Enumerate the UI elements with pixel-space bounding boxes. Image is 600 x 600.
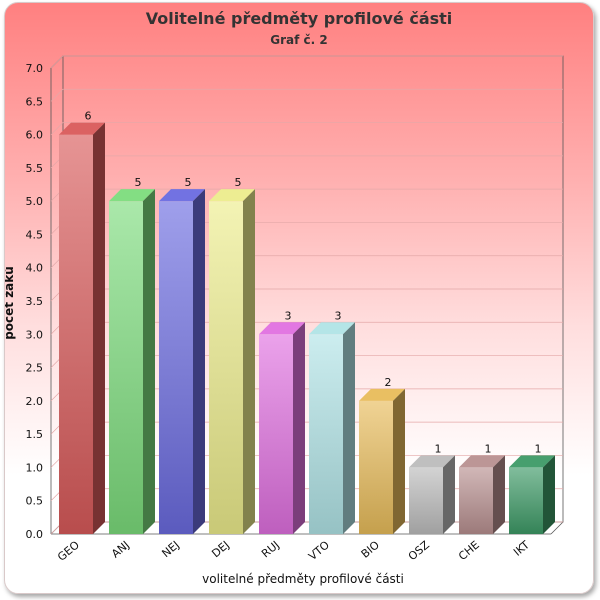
bars: 6 5 5 5 3 3 2 1 1 1: [59, 110, 555, 535]
bar-top: [209, 189, 255, 202]
y-tick-label: 3.5: [26, 295, 44, 308]
bar-side: [543, 455, 555, 534]
bar-top: [59, 122, 105, 135]
data-label: 6: [85, 110, 92, 123]
chart-title: Volitelné předměty profilové části: [146, 9, 453, 28]
x-tick-label: IKT: [511, 538, 532, 559]
y-tick-label: 2.5: [26, 362, 44, 375]
data-label: 5: [235, 176, 242, 189]
bar-side: [293, 322, 305, 534]
y-tick-label: 4.5: [26, 228, 44, 241]
bar-top: [259, 322, 305, 335]
y-tick-label: 6.0: [26, 129, 44, 142]
bar-chart: Volitelné předměty profilové části Graf …: [5, 9, 564, 586]
bar-front: [209, 201, 243, 534]
bar-front: [309, 334, 343, 534]
bar-vto: 3: [309, 309, 355, 534]
bar-che: 1: [459, 442, 505, 534]
data-label: 2: [385, 376, 392, 389]
x-tick-label: VTO: [306, 538, 332, 563]
y-tick-label: 0.0: [26, 528, 44, 541]
y-tick-label: 5.5: [26, 162, 44, 175]
bar-side: [343, 322, 355, 534]
bar-side: [243, 189, 255, 534]
bar-anj: 5: [109, 176, 155, 534]
bar-front: [359, 400, 393, 534]
data-label: 1: [485, 442, 492, 455]
y-tick-label: 6.5: [26, 95, 44, 108]
x-tick-label: CHE: [456, 538, 482, 563]
y-axis-title: počet žáků: [5, 266, 16, 340]
bar-front: [459, 467, 493, 534]
bar-front: [59, 134, 93, 535]
gridline: [50, 122, 563, 135]
x-tick-label: DEJ: [209, 538, 232, 560]
bar-dej: 5: [209, 176, 255, 534]
data-label: 5: [135, 176, 142, 189]
bar-front: [509, 467, 543, 534]
x-tick-label: OSZ: [406, 538, 432, 563]
y-tick-label: 2.0: [26, 395, 44, 408]
bar-side: [443, 455, 455, 534]
y-tick-label: 3.0: [26, 328, 44, 341]
bar-side: [393, 388, 405, 534]
x-tick-label: RUJ: [259, 538, 282, 560]
bar-top: [159, 189, 205, 202]
x-tick-label: GEO: [55, 538, 82, 564]
bar-top: [309, 322, 355, 335]
bar-side: [193, 189, 205, 534]
data-label: 1: [435, 442, 442, 455]
bar-top: [459, 455, 505, 468]
bar-ruj: 3: [259, 309, 305, 534]
x-tick-label: ANJ: [109, 538, 132, 560]
bar-side: [143, 189, 155, 534]
data-label: 1: [535, 442, 542, 455]
bar-front: [259, 334, 293, 534]
y-tick-label: 5.0: [26, 195, 44, 208]
chart-subtitle: Graf č. 2: [270, 33, 327, 47]
y-tick-label: 1.5: [26, 428, 44, 441]
x-tick-label: BIO: [359, 538, 383, 561]
data-label: 3: [285, 309, 292, 322]
x-tick-label: NEJ: [159, 538, 181, 560]
bar-side: [93, 122, 105, 535]
x-axis-categories: GEO ANJ NEJ DEJ RUJ VTO BIO OSZ CHE IKT: [55, 538, 532, 564]
bar-top: [509, 455, 555, 468]
bar-top: [109, 189, 155, 202]
bar-top: [359, 388, 405, 401]
x-axis-title: volitelné předměty profilové části: [202, 572, 404, 586]
y-tick-label: 1.0: [26, 461, 44, 474]
bar-geo: 6: [59, 110, 105, 535]
y-tick-label: 7.0: [26, 62, 44, 75]
bar-front: [159, 201, 193, 534]
gridline: [50, 88, 563, 102]
gridline: [50, 155, 563, 169]
bar-front: [409, 467, 443, 534]
bar-osz: 1: [409, 442, 455, 534]
y-tick-label: 4.0: [26, 262, 44, 275]
y-tick-label: 0.5: [26, 495, 44, 508]
bar-ikt: 1: [509, 442, 555, 534]
data-label: 3: [335, 309, 342, 322]
gridline: [50, 55, 563, 69]
data-label: 5: [185, 176, 192, 189]
bar-side: [493, 455, 505, 534]
chart-frame: Volitelné předměty profilové části Graf …: [4, 2, 594, 594]
bar-bio: 2: [359, 376, 405, 534]
bar-nej: 5: [159, 176, 205, 534]
bar-top: [409, 455, 455, 468]
bar-front: [109, 201, 143, 534]
y-axis-ticks: 0.0 0.5 1.0 1.5 2.0 2.5 3.0 3.5 4.0 4.5 5.0 5.5 6.0 6…: [26, 62, 44, 541]
